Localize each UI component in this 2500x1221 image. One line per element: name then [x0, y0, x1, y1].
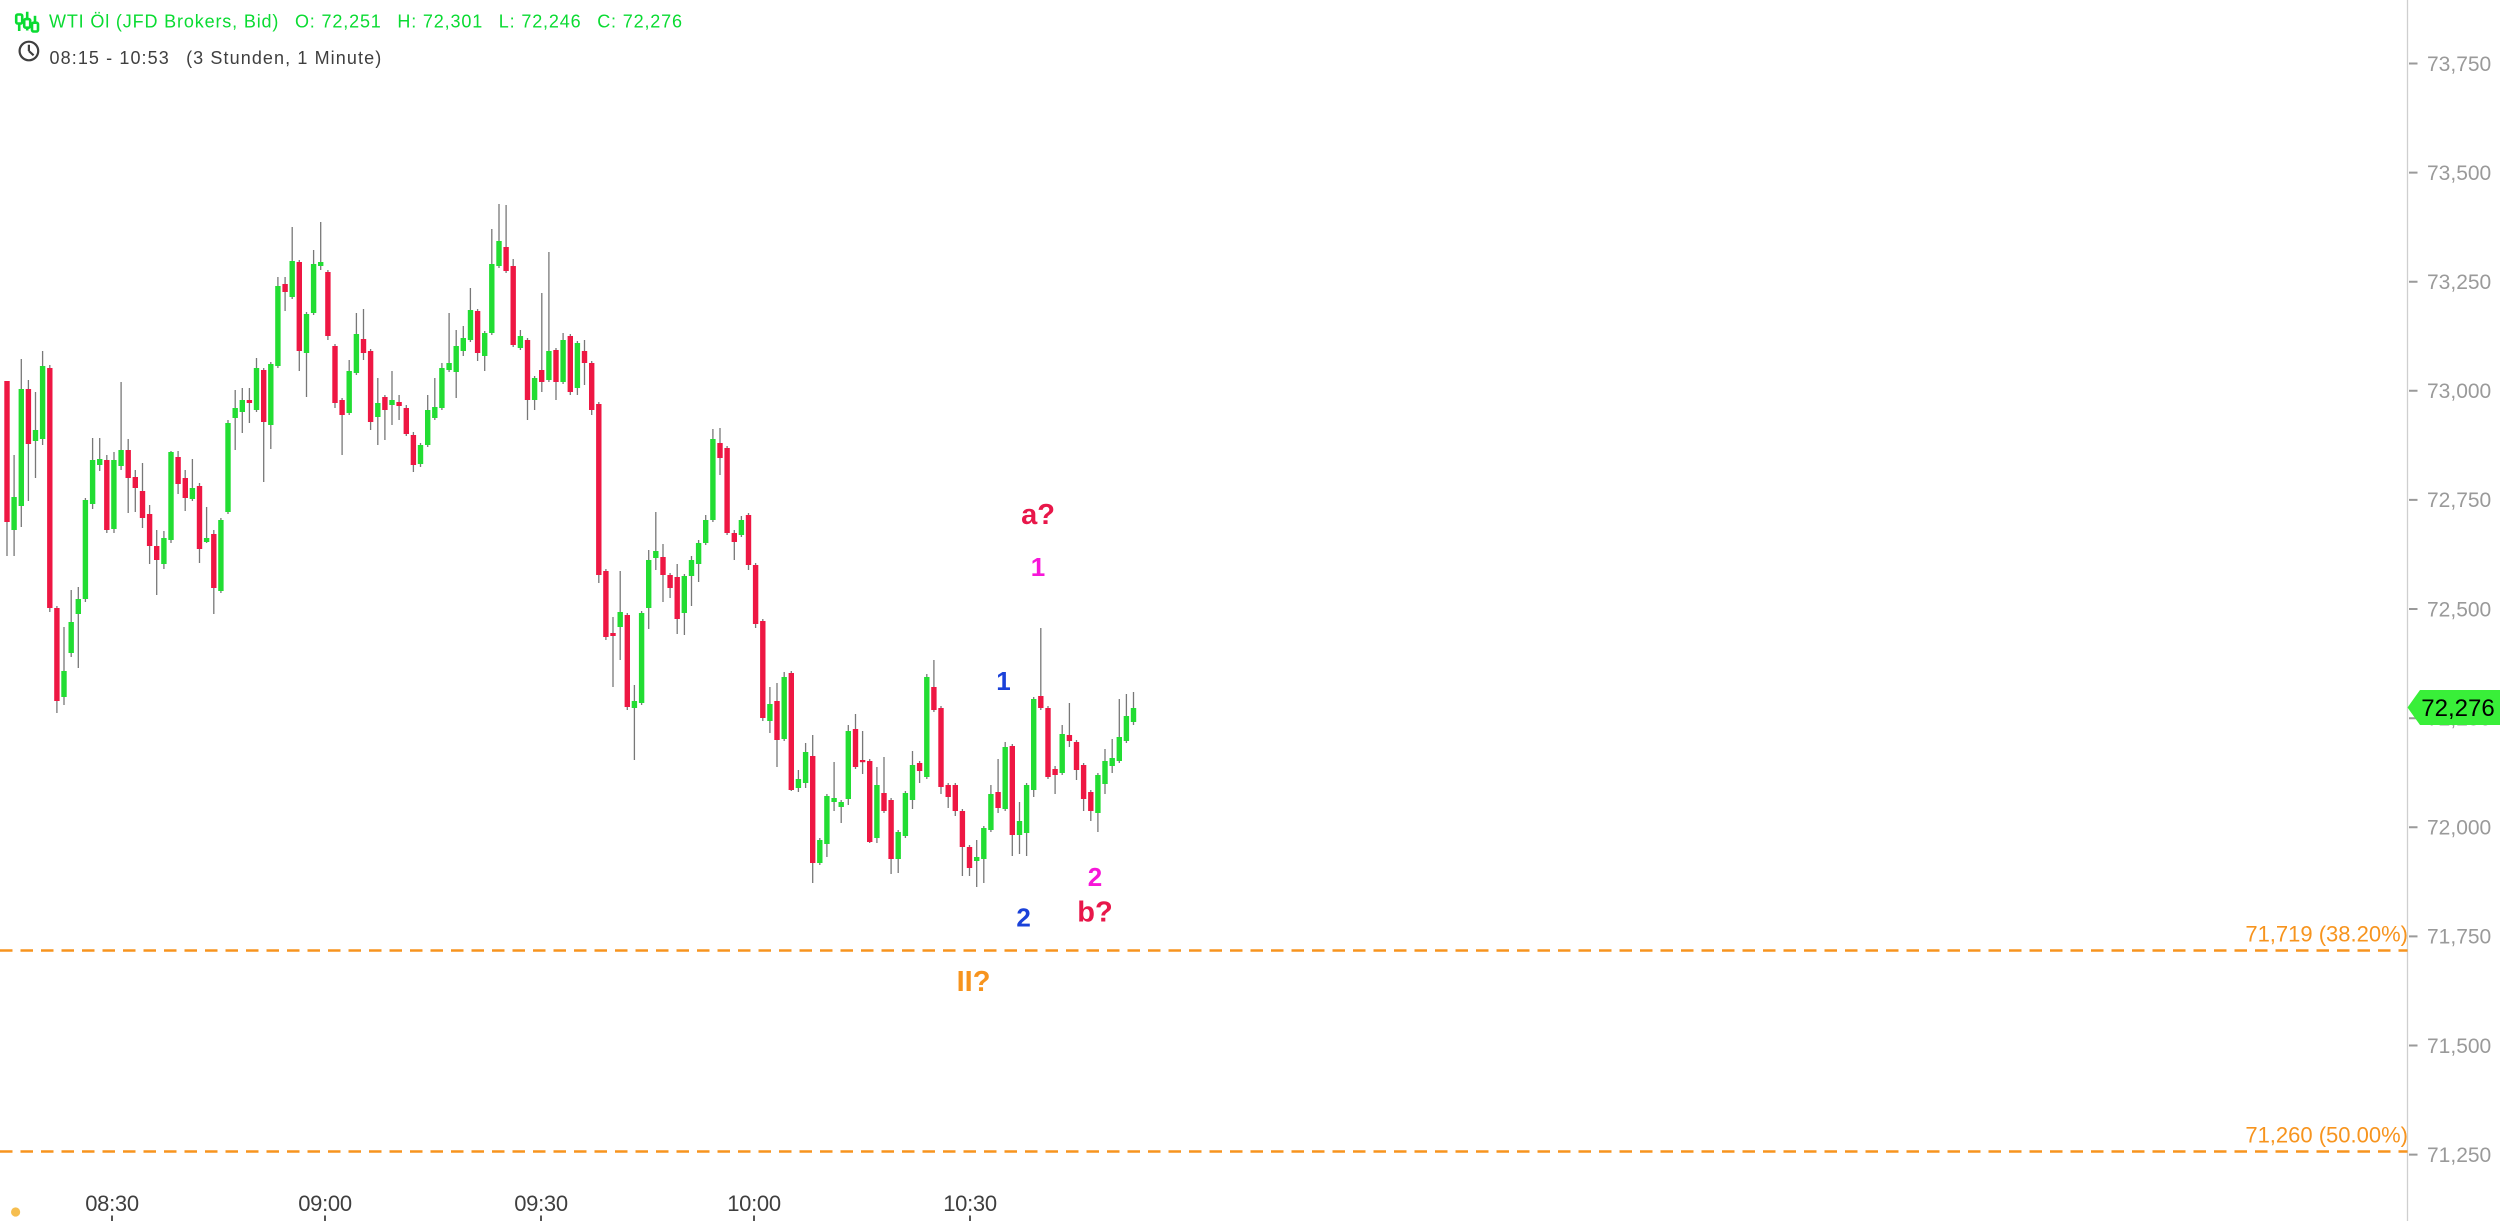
- svg-text:2: 2: [1088, 862, 1102, 892]
- svg-text:71,750: 71,750: [2427, 926, 2491, 949]
- svg-text:1: 1: [996, 666, 1010, 696]
- svg-text:WTI Öl (JFD Brokers, Bid) O:: WTI Öl (JFD Brokers, Bid) O: 72,251 H: 7…: [49, 11, 683, 31]
- svg-text:71,719 (38.20%): 71,719 (38.20%): [2245, 922, 2408, 947]
- svg-text:09:30: 09:30: [514, 1191, 568, 1216]
- svg-text:1: 1: [1031, 552, 1045, 582]
- svg-text:72,500: 72,500: [2427, 598, 2491, 621]
- svg-text:09:00: 09:00: [298, 1191, 352, 1216]
- svg-text:2: 2: [1016, 903, 1030, 933]
- svg-text:b?: b?: [1077, 897, 1112, 929]
- svg-text:71,500: 71,500: [2427, 1035, 2491, 1058]
- svg-text:08:15 - 10:53 (3 Stunden, 1 M: 08:15 - 10:53 (3 Stunden, 1 Minute): [50, 48, 383, 68]
- svg-text:08:30: 08:30: [85, 1191, 139, 1216]
- svg-text:II?: II?: [957, 966, 991, 998]
- svg-text:a?: a?: [1021, 499, 1055, 531]
- svg-text:72,276: 72,276: [2421, 695, 2494, 722]
- svg-text:72,000: 72,000: [2427, 817, 2491, 840]
- svg-text:72,750: 72,750: [2427, 489, 2491, 512]
- svg-text:73,500: 73,500: [2427, 162, 2491, 185]
- svg-text:10:30: 10:30: [943, 1191, 997, 1216]
- svg-text:73,000: 73,000: [2427, 380, 2491, 403]
- svg-text:71,250: 71,250: [2427, 1144, 2491, 1167]
- svg-text:10:00: 10:00: [727, 1191, 781, 1216]
- svg-text:73,750: 73,750: [2427, 53, 2491, 76]
- svg-text:71,260 (50.00%): 71,260 (50.00%): [2245, 1123, 2408, 1148]
- svg-text:73,250: 73,250: [2427, 271, 2491, 294]
